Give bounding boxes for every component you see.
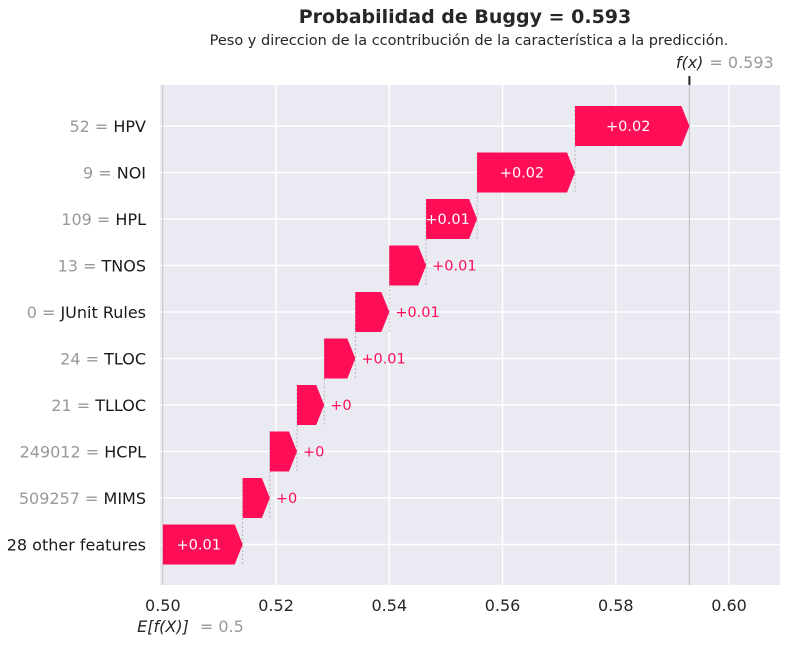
feature-name: MIMS (104, 489, 146, 508)
x-tick-label: 0.58 (598, 596, 634, 615)
x-tick-label: 0.56 (485, 596, 521, 615)
feature-name: HPV (113, 117, 146, 136)
base-value: = 0.5 (200, 617, 244, 636)
bar-value-label: +0.01 (432, 259, 476, 275)
feature-label: 21 = TLLOC (51, 396, 146, 415)
bar-value-label: +0.01 (395, 305, 439, 321)
feature-value: 509257 = (19, 489, 104, 508)
bar (297, 385, 325, 425)
x-tick-label: 0.54 (372, 596, 408, 615)
bar (575, 106, 690, 146)
feature-name: HCPL (104, 443, 146, 462)
bar (162, 524, 243, 565)
bar (477, 152, 576, 193)
feature-name: 28 other features (7, 536, 146, 555)
feature-label: 249012 = HCPL (20, 443, 147, 462)
feature-name: TLLOC (94, 396, 146, 415)
feature-name: JUnit Rules (59, 303, 146, 322)
bar (355, 292, 390, 332)
bar (426, 199, 478, 239)
chart-title: Probabilidad de Buggy = 0.593 (298, 6, 632, 28)
fx-label: f(x) (676, 53, 704, 72)
feature-name: TNOS (101, 257, 147, 276)
feature-value: 13 = (58, 257, 102, 276)
bar (324, 338, 356, 379)
fx-value: = 0.593 (709, 53, 773, 72)
feature-label: 9 = NOI (83, 164, 146, 183)
feature-value: 9 = (83, 164, 117, 183)
feature-label: 13 = TNOS (58, 257, 146, 276)
bar-value-label: +0 (276, 491, 297, 507)
bar-value-label: +0.02 (606, 119, 650, 135)
feature-value: 52 = (69, 117, 113, 136)
feature-value: 24 = (60, 350, 104, 369)
feature-label: 28 other features (7, 536, 146, 555)
feature-label: 509257 = MIMS (19, 489, 146, 508)
x-axis: 0.50 0.52 0.54 0.56 0.58 0.60 (145, 596, 747, 615)
bar (389, 245, 427, 286)
bar-value-label: +0.01 (361, 352, 405, 368)
x-tick-label: 0.60 (711, 596, 747, 615)
bars: +0.02 +0.02 +0.01 +0.01 +0.01 +0.01 +0 +0 +0 +0.0… (162, 106, 690, 565)
feature-value: 109 = (61, 210, 115, 229)
bar-value-label: +0.01 (425, 212, 469, 228)
bar-value-label: +0 (303, 445, 324, 461)
feature-name: TLOC (103, 350, 146, 369)
gridlines (160, 85, 780, 585)
feature-name: NOI (117, 164, 146, 183)
feature-label: 109 = HPL (61, 210, 146, 229)
bar-value-label: +0 (330, 398, 351, 414)
feature-name: HPL (115, 210, 146, 229)
bar-value-label: +0.02 (500, 166, 544, 182)
x-tick-label: 0.52 (258, 596, 294, 615)
feature-label: 0 = JUnit Rules (27, 303, 146, 322)
y-axis-labels: 52 = HPV 9 = NOI 109 = HPL 13 = TNOS 0 = JUn… (7, 117, 146, 555)
feature-value: 21 = (51, 396, 95, 415)
chart-subtitle: Peso y direccion de la ccontribución de … (209, 33, 729, 49)
feature-value: 0 = (27, 303, 61, 322)
bar-value-label: +0.01 (177, 538, 221, 554)
feature-value: 249012 = (20, 443, 105, 462)
feature-label: 52 = HPV (69, 117, 146, 136)
bar (269, 431, 298, 472)
bar (242, 478, 270, 518)
base-value-label: E[f(X)] (137, 617, 189, 636)
x-tick-label: 0.50 (145, 596, 181, 615)
feature-label: 24 = TLOC (60, 350, 146, 369)
